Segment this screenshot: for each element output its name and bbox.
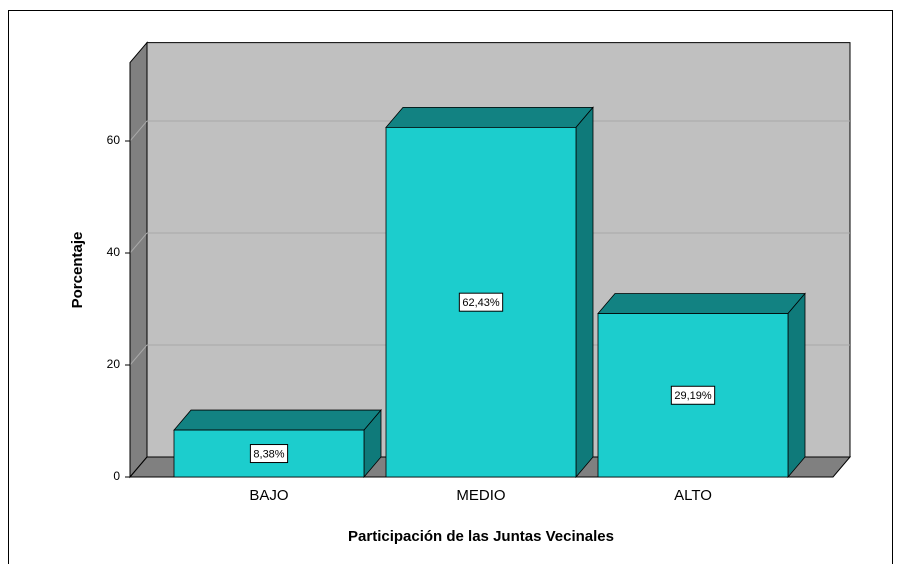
value-label: 8,38% — [253, 448, 284, 460]
grid-line-side — [129, 232, 148, 254]
y-axis-title: Porcentaje — [69, 232, 86, 309]
plot-area: 0 20 40 60 BAJO 8,38% MEDIO 62,43% ALTO 29,19% — [107, 41, 852, 504]
value-label: 29,19% — [674, 390, 712, 402]
y-tick-label: 60 — [107, 133, 121, 147]
value-label: 62,43% — [462, 297, 500, 309]
bar-top — [173, 409, 382, 431]
x-axis-title: Participación de las Juntas Vecinales — [348, 528, 614, 545]
x-tick-label: BAJO — [249, 487, 288, 504]
value-label-box — [249, 444, 289, 464]
bar-side — [575, 106, 594, 479]
bar-side — [787, 292, 806, 479]
bar-top — [385, 106, 594, 128]
x-tick-label: MEDIO — [456, 487, 505, 504]
left-wall — [129, 41, 148, 479]
x-tick-label: ALTO — [674, 487, 712, 504]
grid-line-side — [129, 344, 148, 366]
frame — [8, 10, 893, 564]
y-tick-label: 40 — [107, 245, 121, 259]
grid-line-side — [129, 120, 148, 142]
bar-top — [597, 293, 806, 314]
y-tick-label: 20 — [107, 357, 121, 371]
value-label-box — [458, 292, 504, 312]
y-tick-label: 0 — [113, 469, 120, 483]
value-label-box — [670, 385, 716, 405]
